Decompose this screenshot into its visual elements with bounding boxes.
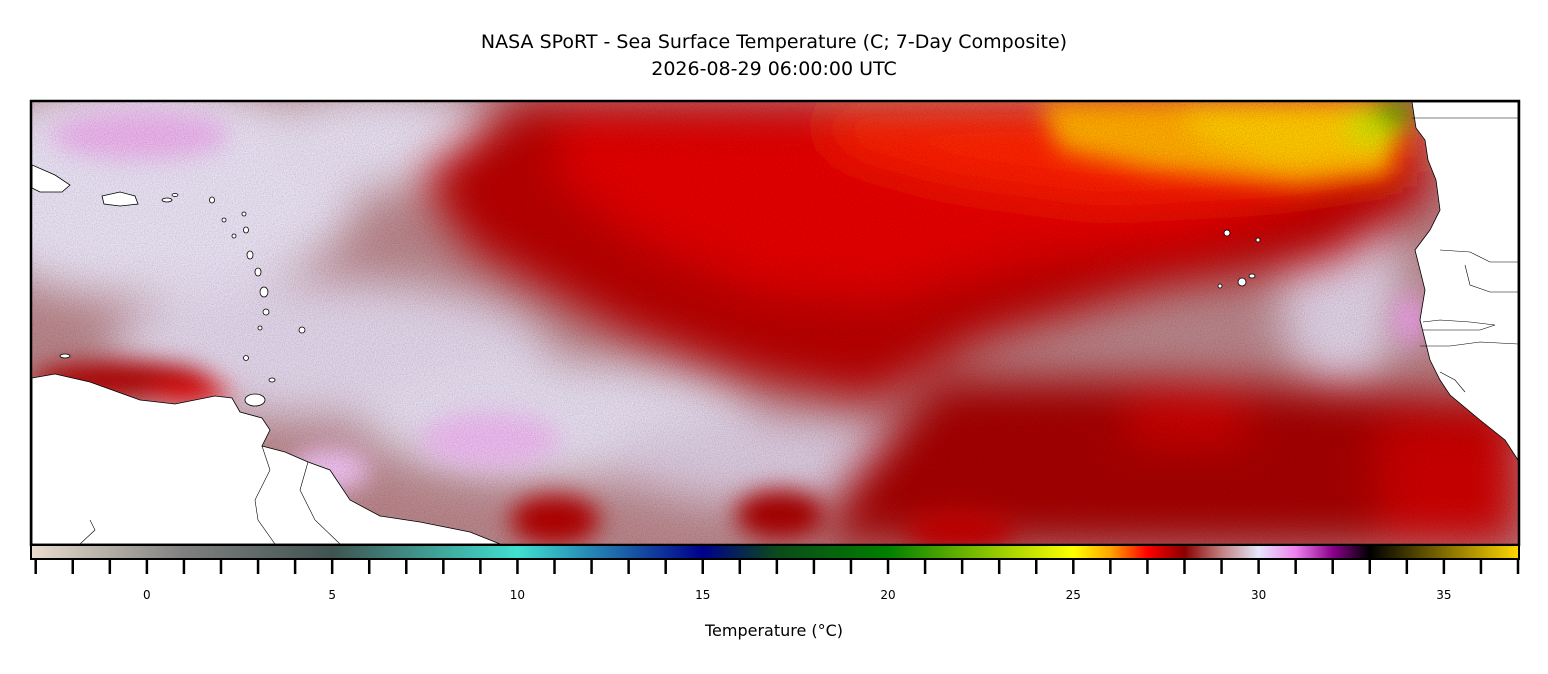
colorbar-tick-label: 15 (695, 588, 711, 602)
map-timestamp: 2026-08-29 06:00:00 UTC (651, 58, 897, 80)
colorbar-title: Temperature (°C) (704, 621, 844, 640)
colorbar-bar (32, 546, 1518, 558)
colorbar-tick-label: 30 (1250, 588, 1267, 602)
colorbar-tick-label: 25 (1065, 588, 1081, 602)
map-title: NASA SPoRT - Sea Surface Temperature (C;… (480, 31, 1068, 53)
colorbar-tick-label: 20 (880, 588, 896, 602)
colorbar (30, 544, 1520, 574)
colorbar-minor-ticks (34, 560, 1520, 574)
country-borders (79, 117, 1518, 544)
colorbar-frame (30, 544, 1520, 560)
sst-field (32, 102, 1518, 544)
land-antilles (32, 164, 1261, 407)
colorbar-tick-label: 5 (328, 588, 336, 602)
colorbar-tick-label: 10 (509, 588, 526, 602)
colorbar-tick-label: 0 (143, 588, 151, 602)
colorbar-tick-label: 35 (1436, 588, 1452, 602)
land-africa (1411, 102, 1518, 461)
